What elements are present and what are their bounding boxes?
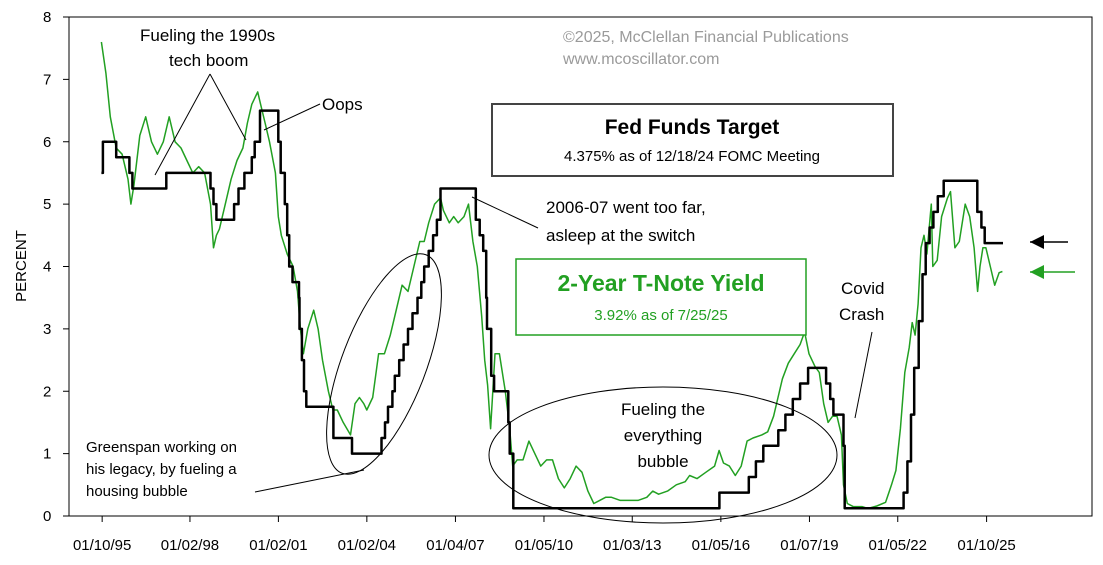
x-tick-label: 01/02/01 [249,537,307,554]
x-tick-label: 01/02/04 [338,537,396,554]
everything-label-line2: everything [624,426,702,445]
y-axis: 0 1 2 3 4 5 6 7 8 [43,9,69,525]
fed-funds-box-subtitle: 4.375% as of 12/18/24 FOMC Meeting [564,148,820,165]
greenspan-pointer [254,469,365,493]
2-year-t-note-yield-line [100,41,1003,510]
oops-label: Oops [322,95,363,114]
oops-pointer [263,103,321,131]
everything-bubble-ellipse [488,386,838,524]
y-tick-label: 5 [43,196,51,213]
series-layer [100,41,1003,510]
fed-funds-target-line [101,109,1003,510]
y-tick-label: 7 [43,71,51,88]
tech-boom-pointer [154,73,247,176]
x-tick-label: 01/10/25 [957,537,1015,554]
tnote-arrow-head [1030,265,1044,279]
y-axis-label: PERCENT [13,230,30,302]
y-tick-label: 6 [43,134,51,151]
too-far-label-line1: 2006-07 went too far, [546,198,706,217]
covid-pointer [854,331,873,419]
copyright-line2: www.mcoscillator.com [562,51,719,68]
fed-arrow-head [1030,235,1044,249]
x-tick-label: 01/10/95 [73,537,131,554]
fed-funds-box-title: Fed Funds Target [605,116,780,139]
x-tick-label: 01/02/98 [161,537,219,554]
tnote-box-title: 2-Year T-Note Yield [557,270,764,296]
x-tick-label: 01/07/19 [780,537,838,554]
everything-label-line1: Fueling the [621,400,705,419]
greenspan-label-line2: his legacy, by fueling a [86,461,237,478]
copyright-line1: ©2025, McClellan Financial Publications [563,29,849,46]
x-tick-label: 01/04/07 [426,537,484,554]
tnote-box-subtitle: 3.92% as of 7/25/25 [594,307,727,324]
x-tick-label: 01/05/10 [515,537,573,554]
x-tick-label: 01/05/16 [692,537,750,554]
fed-funds-legend-box: Fed Funds Target 4.375% as of 12/18/24 F… [491,103,894,177]
y-tick-label: 1 [43,446,51,463]
tnote-arrow [1030,265,1075,279]
covid-label-line2: Crash [839,305,884,324]
tech-boom-label-line1: Fueling the 1990s [140,26,275,45]
greenspan-label-line1: Greenspan working on [86,439,237,456]
fed-arrow [1030,235,1068,249]
housing-bubble-ellipse [326,253,442,475]
x-tick-label: 01/05/22 [869,537,927,554]
tnote-legend-box: 2-Year T-Note Yield 3.92% as of 7/25/25 [515,258,807,336]
y-tick-label: 2 [43,383,51,400]
covid-label-line1: Covid [841,279,884,298]
y-tick-label: 3 [43,321,51,338]
x-tick-label: 01/03/13 [603,537,661,554]
x-axis: 01/10/95 01/02/98 01/02/01 01/02/04 01/04/07… [73,516,1016,554]
greenspan-label-line3: housing bubble [86,483,188,500]
too-far-pointer [471,196,539,229]
y-tick-label: 8 [43,9,51,26]
too-far-label-line2: asleep at the switch [546,226,695,245]
fed-funds-box-frame [491,103,894,177]
y-tick-label: 4 [43,259,51,276]
tnote-box-frame [515,258,807,336]
y-tick-label: 0 [43,508,51,525]
tech-boom-label-line2: tech boom [169,51,248,70]
everything-label-line3: bubble [637,452,688,471]
